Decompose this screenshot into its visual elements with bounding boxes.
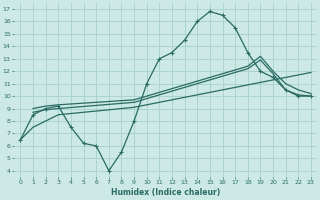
X-axis label: Humidex (Indice chaleur): Humidex (Indice chaleur)	[111, 188, 220, 197]
